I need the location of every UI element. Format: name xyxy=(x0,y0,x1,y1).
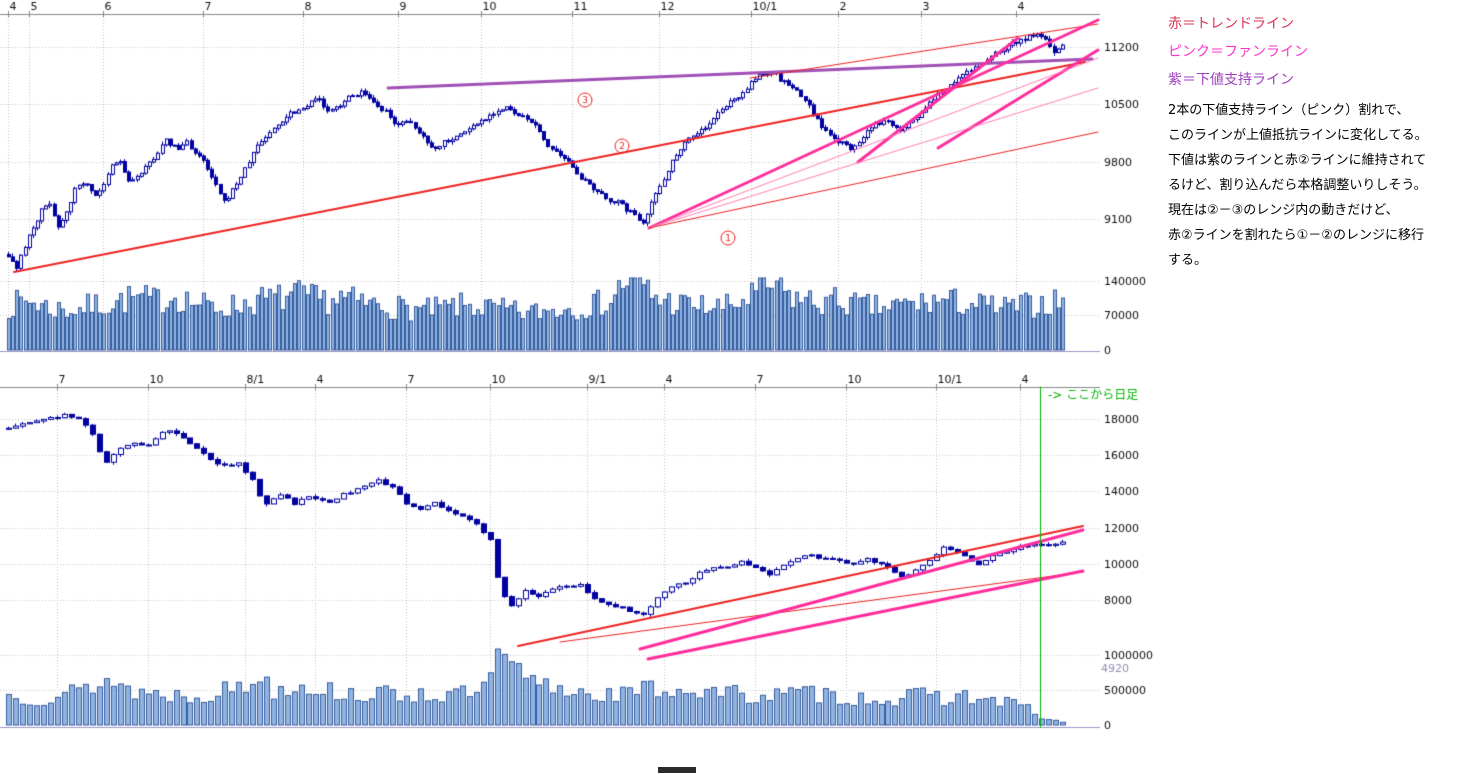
legend-red-trendline: 赤＝トレンドライン xyxy=(1168,16,1294,32)
daily-candlestick-chart xyxy=(0,0,1160,366)
note-line: 2本の下値支持ライン（ピンク）割れで、 xyxy=(1168,103,1410,118)
note-line: 現在は②－③のレンジ内の動きだけど、 xyxy=(1168,203,1399,218)
analysis-note: 2本の下値支持ライン（ピンク）割れで、 このラインが上値抵抗ラインに変化してる。… xyxy=(1168,98,1458,273)
note-line: るけど、割り込んだら本格調整いりしそう。 xyxy=(1168,178,1427,193)
note-line: 赤②ラインを割れたら①－②のレンジに移行 xyxy=(1168,228,1424,243)
legend-purple-supportline: 紫＝下値支持ライン xyxy=(1168,72,1294,88)
weekly-candlestick-chart xyxy=(0,372,1160,774)
note-line: 下値は紫のラインと赤②ラインに維持されて xyxy=(1168,153,1427,168)
legend-pink-fanline: ピンク＝ファンライン xyxy=(1168,44,1308,60)
window-resize-artifact xyxy=(658,767,696,773)
note-line: このラインが上値抵抗ラインに変化してる。 xyxy=(1168,128,1428,143)
notes-panel: 赤＝トレンドライン ピンク＝ファンライン 紫＝下値支持ライン 2本の下値支持ライ… xyxy=(1168,10,1458,273)
note-line: する。 xyxy=(1168,253,1208,268)
